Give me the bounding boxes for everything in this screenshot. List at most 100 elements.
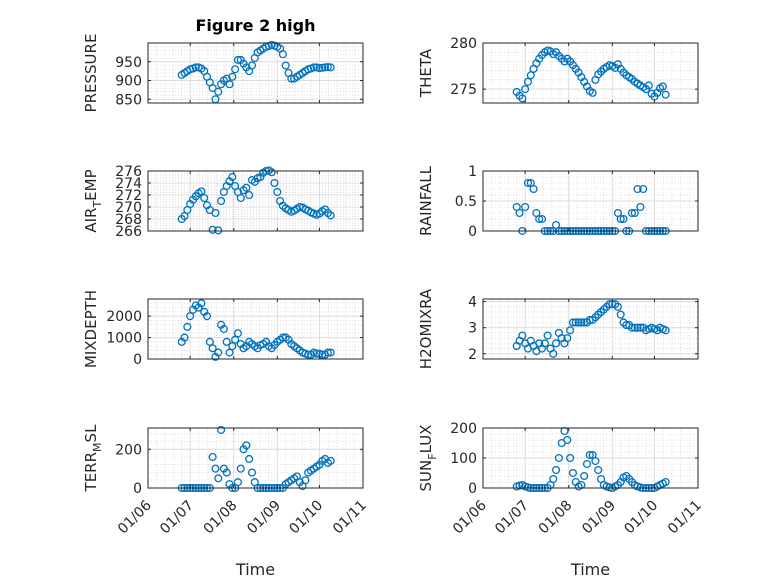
data-point [644, 81, 653, 90]
y-tick-label: 2000 [106, 309, 142, 325]
data-point [211, 464, 220, 473]
data-point [273, 187, 282, 197]
data-point [245, 454, 254, 464]
y-tick-label: 280 [450, 36, 477, 52]
data-point [233, 478, 242, 487]
y-tick-label: 850 [115, 92, 142, 108]
data-point [554, 453, 563, 463]
data-point [526, 71, 535, 80]
data-point [571, 318, 580, 327]
data-point [233, 55, 242, 64]
data-point [633, 184, 642, 194]
data-point [552, 465, 561, 475]
minor-grid [148, 298, 363, 360]
data-point [521, 202, 530, 212]
y-tick-label: 1000 [106, 331, 142, 347]
data-point [563, 334, 572, 343]
data-point [566, 453, 575, 463]
data-point [214, 348, 223, 357]
data-point [627, 208, 637, 218]
data-point [197, 299, 206, 308]
data-point [577, 318, 586, 327]
data-point [323, 348, 332, 357]
data-point [318, 63, 327, 72]
data-point [222, 337, 231, 346]
data-point [574, 318, 583, 327]
y-tick-label: 900 [115, 74, 142, 90]
series-markers [512, 46, 670, 103]
data-point [200, 193, 209, 203]
data-point [214, 87, 223, 96]
y-axis-label: H2OMIXRA [417, 288, 435, 369]
subplot-6: 2 3 4 H2OMIXRA [417, 288, 699, 369]
data-point [312, 349, 321, 358]
data-point [613, 302, 622, 311]
data-point [627, 323, 637, 332]
data-point [205, 337, 214, 346]
data-point [633, 323, 642, 332]
data-point [518, 94, 527, 103]
series-markers [512, 300, 670, 358]
data-point [566, 326, 575, 335]
data-point [247, 61, 257, 70]
axes-box [147, 298, 364, 360]
minor-grid [483, 42, 698, 103]
data-point [518, 331, 527, 340]
data-point [605, 300, 614, 309]
data-point [523, 77, 533, 86]
y-tick-label: 200 [450, 421, 477, 437]
data-point [315, 64, 324, 73]
data-point [585, 450, 594, 460]
y-axis-label: MIXDEPTH [82, 290, 100, 368]
data-point [228, 72, 237, 81]
y-tick-label: 0 [468, 224, 477, 240]
data-point [214, 226, 223, 235]
axes-box [147, 170, 364, 232]
data-point [326, 348, 335, 357]
y-tick-label: 200 [115, 442, 142, 458]
series-markers [177, 299, 335, 361]
tick-marks [482, 170, 699, 232]
y-tick-label: 2 [468, 347, 477, 363]
figure-title: Figure 2 high [196, 16, 316, 35]
data-point [661, 326, 670, 335]
axes-box [147, 42, 364, 104]
data-point [217, 196, 226, 206]
data-point [326, 456, 335, 465]
y-tick-label: 270 [115, 200, 142, 216]
axes-root: 850 900 950 PRESSURE Figure 2 high 275 280 THET… [82, 16, 705, 579]
data-point [180, 333, 189, 342]
data-point [535, 214, 544, 224]
y-tick-label: 3 [468, 321, 477, 337]
y-tick-label: 0 [468, 481, 477, 497]
data-point [202, 312, 212, 321]
data-point [231, 65, 240, 74]
y-tick-label: 272 [115, 188, 142, 204]
plot-area [148, 428, 363, 488]
data-point [591, 456, 600, 466]
data-point [616, 310, 625, 319]
y-axis-label: TERRMSL [82, 424, 104, 493]
data-point [568, 318, 577, 327]
data-point [582, 459, 592, 469]
y-tick-label: 274 [115, 176, 142, 192]
data-point [552, 339, 561, 348]
data-point [208, 83, 217, 93]
data-point [529, 184, 538, 194]
data-point [236, 193, 245, 203]
y-tick-label: 268 [115, 212, 142, 228]
data-point [233, 329, 242, 338]
y-axis-label: PRESSURE [82, 34, 100, 113]
data-point [515, 208, 524, 218]
data-point [537, 214, 547, 224]
data-point [301, 476, 310, 485]
data-point [191, 63, 200, 72]
data-point [549, 474, 558, 484]
data-point [630, 323, 639, 332]
data-point [549, 349, 558, 358]
data-point [245, 190, 254, 200]
data-point [267, 168, 276, 177]
y-axis-label: SUNFLUX [417, 425, 439, 492]
data-point [563, 435, 572, 445]
